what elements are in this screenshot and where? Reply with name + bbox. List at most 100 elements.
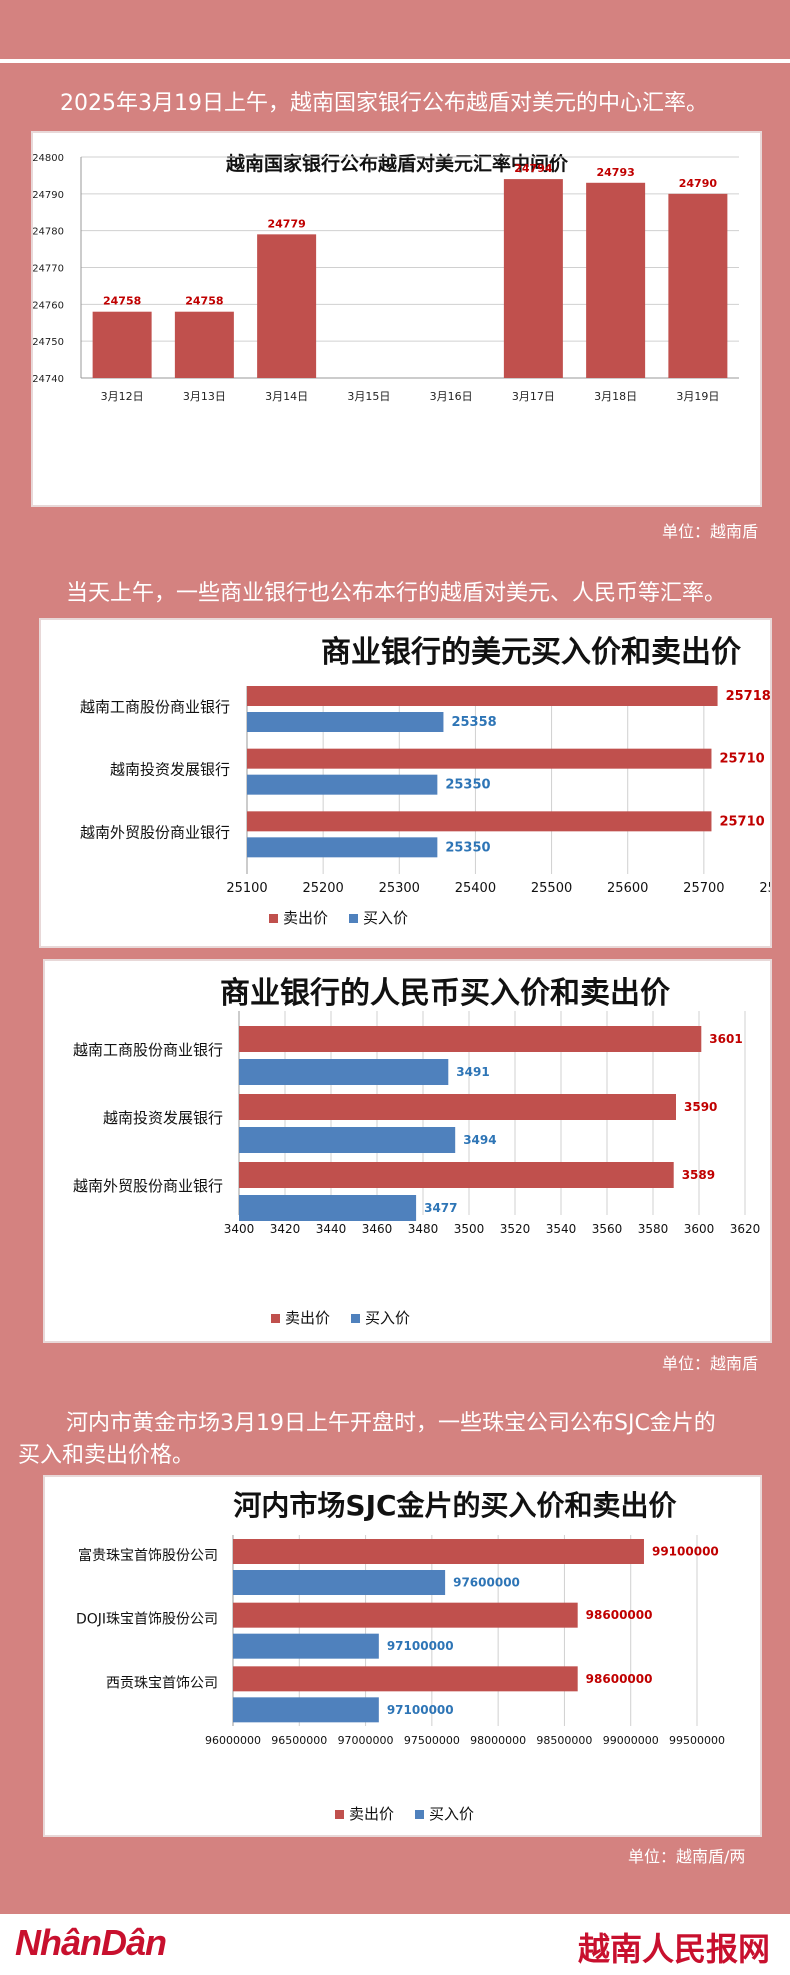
data-label-sell: 25718 — [726, 689, 770, 704]
x-tick-label: 3400 — [224, 1222, 255, 1236]
x-tick-label: 3440 — [316, 1222, 347, 1236]
legend-swatch-buy — [351, 1314, 360, 1323]
chart-title: 越南国家银行公布越盾对美元汇率中间价 — [225, 152, 569, 175]
footer-bar: NhânDân 越南人民报网 — [0, 1914, 790, 1975]
chart-panel-central-rate: 越南国家银行公布越盾对美元汇率中间价 24740 24750 24760 24770 24… — [33, 133, 760, 505]
bar-sell — [239, 1162, 674, 1188]
chart-usd-rates: 商业银行的美元买入价和卖出价 25100 25200 25300 25400 25500 2… — [80, 635, 770, 927]
bar-buy — [247, 712, 444, 732]
bar-sell — [239, 1026, 702, 1052]
bar-buy — [233, 1570, 446, 1595]
y-tick-label: 24750 — [33, 337, 64, 348]
x-tick-label: 25400 — [455, 881, 496, 896]
legend-label-buy: 买入价 — [365, 1309, 410, 1327]
data-label-buy: 25350 — [445, 778, 490, 793]
x-tick-label: 25100 — [226, 881, 267, 896]
chart-title: 商业银行的美元买入价和卖出价 — [321, 635, 741, 670]
x-tick-label: 96000000 — [205, 1734, 261, 1747]
bar-sell — [233, 1666, 578, 1692]
legend-label-sell: 卖出价 — [283, 909, 328, 927]
x-tick-label: 3月14日 — [265, 390, 308, 403]
x-tick-label: 96500000 — [271, 1734, 327, 1747]
bar-sell — [233, 1602, 578, 1628]
category-label: 越南投资发展银行 — [110, 761, 230, 779]
x-tick-label: 25300 — [379, 881, 420, 896]
x-tick-label: 3月17日 — [512, 390, 555, 403]
bar-buy — [233, 1633, 379, 1659]
category-label: 越南外贸股份商业银行 — [80, 823, 230, 841]
category-label: 越南外贸股份商业银行 — [73, 1177, 223, 1195]
data-label-sell: 98600000 — [586, 1672, 653, 1686]
category-label: 富贵珠宝首饰股份公司 — [78, 1547, 218, 1564]
caption-gold-market-1: 河内市黄金市场3月19日上午开盘时，一些珠宝公司公布SJC金片的 — [66, 1411, 716, 1436]
x-tick-label: 3460 — [362, 1222, 393, 1236]
data-label-sell: 98600000 — [586, 1608, 653, 1622]
x-tick-label: 3600 — [684, 1222, 715, 1236]
bar — [257, 234, 317, 378]
x-tick-label: 3500 — [454, 1222, 485, 1236]
unit-label-2: 单位：越南盾 — [662, 1354, 759, 1373]
y-tick-label: 24790 — [33, 190, 64, 201]
x-tick-label: 3月18日 — [594, 390, 637, 403]
x-tick-label: 3620 — [730, 1222, 761, 1236]
x-tick-label: 25800 — [759, 881, 770, 896]
x-tick-label: 97500000 — [404, 1734, 460, 1747]
bar-sell — [247, 811, 712, 832]
chart-title: 商业银行的人民币买入价和卖出价 — [220, 976, 670, 1011]
data-label-sell: 25710 — [719, 814, 764, 829]
bar-buy — [239, 1059, 449, 1085]
x-tick-label: 98500000 — [536, 1734, 592, 1747]
x-tick-label: 98000000 — [470, 1734, 526, 1747]
data-label-buy: 25358 — [451, 715, 496, 730]
chart-title: 河内市场SJC金片的买入价和卖出价 — [233, 1489, 677, 1522]
x-tick-label: 3580 — [638, 1222, 669, 1236]
data-label-sell: 99100000 — [652, 1545, 719, 1559]
x-tick-label: 3560 — [592, 1222, 623, 1236]
bar — [174, 311, 234, 378]
data-label-buy: 25350 — [445, 840, 490, 855]
chart-panel-cny: 商业银行的人民币买入价和卖出价 3400 3420 3440 3460 3480 3500 3… — [45, 961, 770, 1341]
bar-sell — [239, 1094, 676, 1120]
x-tick-label: 3540 — [546, 1222, 577, 1236]
unit-label-3: 单位：越南盾/两 — [628, 1847, 746, 1866]
y-tick-label: 24740 — [33, 374, 64, 385]
legend-swatch-sell — [335, 1810, 344, 1819]
category-label: DOJI珠宝首饰股份公司 — [76, 1612, 218, 1628]
bar-sell — [233, 1539, 644, 1564]
legend-swatch-buy — [349, 914, 358, 923]
data-label-buy: 97600000 — [453, 1576, 520, 1590]
x-tick-label: 97000000 — [338, 1734, 394, 1747]
category-label: 越南工商股份商业银行 — [73, 1041, 223, 1059]
bar-sell — [247, 748, 712, 769]
data-label-sell: 3590 — [684, 1100, 717, 1114]
legend-label-sell: 卖出价 — [349, 1805, 394, 1823]
top-divider — [0, 59, 790, 63]
data-label: 24758 — [185, 295, 223, 308]
legend-swatch-sell — [271, 1314, 280, 1323]
x-tick-label: 25700 — [683, 881, 724, 896]
bar-buy — [239, 1195, 417, 1221]
x-tick-label: 3月15日 — [347, 390, 390, 403]
x-tick-label: 3月19日 — [676, 390, 719, 403]
bar — [586, 182, 646, 378]
bar-buy — [239, 1127, 456, 1153]
legend-swatch-buy — [415, 1810, 424, 1819]
bar-sell — [247, 686, 718, 706]
data-label-buy: 97100000 — [387, 1703, 454, 1717]
data-label-buy: 97100000 — [387, 1639, 454, 1653]
x-tick-label: 25200 — [302, 881, 343, 896]
caption-central-rate: 2025年3月19日上午，越南国家银行公布越盾对美元的中心汇率。 — [60, 91, 708, 116]
data-label-buy: 3491 — [456, 1065, 489, 1079]
chart-gold-prices: 河内市场SJC金片的买入价和卖出价 96000000 96500000 9700000… — [76, 1489, 725, 1823]
bar-buy — [233, 1697, 379, 1723]
x-tick-label: 25500 — [531, 881, 572, 896]
y-tick-label: 24780 — [33, 227, 64, 238]
legend-swatch-sell — [269, 914, 278, 923]
data-label: 24790 — [679, 177, 718, 190]
bar — [503, 179, 563, 378]
x-tick-label: 3月13日 — [183, 390, 226, 403]
chart-central-rate: 越南国家银行公布越盾对美元汇率中间价 24740 24750 24760 24770 24… — [33, 152, 739, 403]
legend-label-sell: 卖出价 — [285, 1309, 330, 1327]
category-label: 越南投资发展银行 — [103, 1109, 223, 1127]
data-label: 24758 — [103, 295, 141, 308]
